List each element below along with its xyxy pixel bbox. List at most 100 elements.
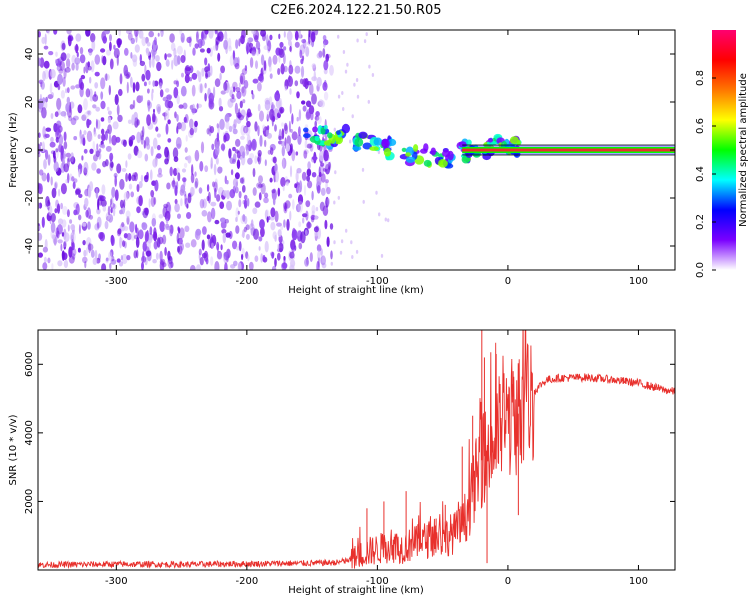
noise-speck (140, 130, 144, 141)
noise-speck (88, 48, 93, 56)
noise-speck (141, 261, 144, 270)
noise-speck (380, 253, 384, 258)
noise-speck (184, 197, 189, 208)
noise-speck (186, 36, 192, 44)
noise-speck (127, 32, 133, 41)
noise-speck (234, 149, 239, 154)
noise-speck (243, 79, 249, 89)
noise-speck (163, 203, 169, 209)
noise-speck (83, 161, 89, 174)
noise-speck (121, 253, 128, 265)
noise-speck (58, 68, 64, 74)
noise-speck (224, 30, 228, 40)
noise-speck (322, 48, 326, 58)
noise-speck (378, 212, 381, 217)
noise-speck (306, 175, 310, 182)
noise-speck (57, 84, 61, 91)
noise-speck (351, 255, 354, 259)
noise-speck (130, 52, 133, 59)
noise-speck (151, 217, 157, 227)
noise-speck (272, 156, 277, 164)
noise-speck (268, 215, 271, 221)
noise-speck (235, 138, 241, 147)
noise-speck (145, 69, 151, 81)
signal-blob (420, 148, 428, 154)
noise-speck (44, 133, 50, 138)
noise-speck (118, 30, 121, 37)
noise-speck (258, 175, 263, 184)
noise-speck (188, 37, 192, 48)
noise-speck (204, 57, 208, 66)
noise-speck (180, 242, 184, 251)
noise-speck (255, 40, 261, 50)
snr-x-label: Height of straight line (km) (288, 585, 424, 596)
spectrogram-y-ticks: 40 20 0 -20 -40 (24, 48, 675, 254)
noise-speck (216, 123, 219, 129)
noise-speck (344, 69, 348, 74)
noise-speck (154, 179, 159, 192)
noise-speck (126, 233, 132, 241)
noise-speck (286, 30, 293, 42)
noise-speck (121, 168, 127, 172)
noise-speck (266, 114, 269, 122)
noise-speck (294, 30, 299, 41)
noise-speck (62, 76, 66, 87)
noise-speck (38, 57, 41, 67)
noise-speck (94, 71, 100, 77)
noise-speck (302, 105, 307, 112)
noise-speck (294, 65, 301, 74)
noise-speck (63, 240, 67, 248)
noise-speck (110, 207, 113, 214)
noise-speck (272, 54, 278, 65)
signal-blob (387, 138, 397, 146)
noise-speck (173, 87, 179, 99)
noise-speck (152, 112, 156, 123)
noise-speck (345, 228, 348, 233)
noise-speck (318, 99, 324, 107)
signal-blob (405, 156, 416, 163)
noise-speck (232, 178, 239, 188)
noise-speck (92, 104, 97, 109)
noise-speck (82, 256, 88, 264)
noise-speck (123, 199, 126, 209)
noise-speck (288, 193, 293, 199)
signal-blob (373, 137, 383, 146)
noise-speck (171, 180, 176, 188)
noise-speck (309, 252, 313, 263)
noise-speck (300, 231, 306, 244)
noise-speck (311, 76, 318, 82)
noise-speck (361, 167, 365, 172)
noise-speck (164, 110, 170, 120)
noise-speck (264, 240, 269, 253)
noise-speck (100, 48, 106, 53)
noise-speck (38, 183, 43, 195)
noise-speck (50, 92, 55, 98)
noise-speck (263, 197, 269, 204)
noise-speck (223, 81, 228, 91)
noise-speck (327, 161, 331, 170)
noise-speck (102, 160, 107, 168)
noise-speck (82, 222, 87, 227)
noise-speck (126, 30, 132, 35)
noise-speck (177, 226, 180, 232)
y-tick-label: -40 (24, 238, 35, 254)
noise-speck (274, 124, 277, 132)
noise-speck (105, 257, 109, 262)
noise-speck (298, 221, 302, 228)
noise-speck (114, 175, 117, 187)
noise-speck (235, 207, 239, 219)
noise-speck (95, 150, 100, 158)
noise-speck (288, 64, 294, 75)
noise-speck (146, 114, 152, 126)
noise-speck (38, 232, 43, 241)
noise-speck (66, 53, 71, 59)
noise-speck (67, 158, 70, 168)
noise-speck (311, 156, 318, 161)
noise-speck (289, 103, 292, 114)
noise-speck (296, 167, 302, 174)
noise-speck (68, 246, 73, 258)
noise-speck (218, 97, 222, 108)
noise-speck (274, 257, 277, 267)
noise-speck (225, 180, 229, 185)
noise-speck (71, 176, 75, 182)
